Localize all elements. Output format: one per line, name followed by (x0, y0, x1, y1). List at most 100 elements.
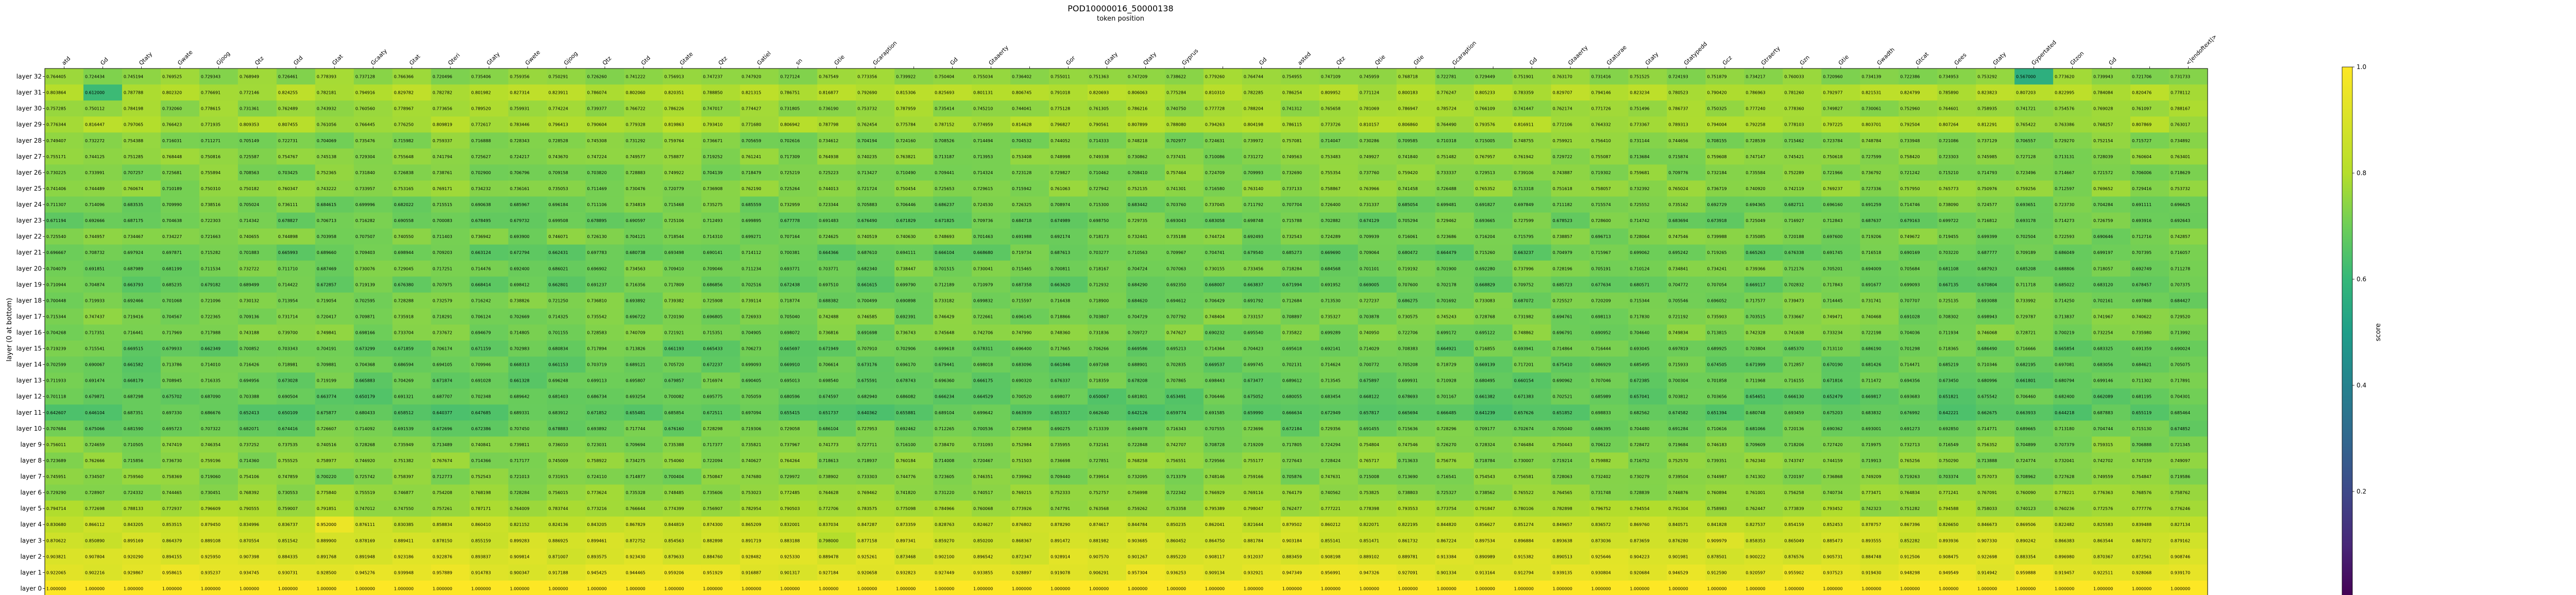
cell-value-label: 0.728583 (587, 331, 607, 335)
cell-value-label: 0.724289 (1321, 234, 1341, 239)
cell-value-label: 0.928482 (741, 554, 761, 559)
heatmap-cell (1551, 69, 1590, 85)
cell-value-label: 0.693498 (664, 250, 684, 255)
cell-value-label: 0.726260 (587, 75, 607, 79)
cell-value-label: 0.661846 (1050, 363, 1070, 367)
cell-value-label: 0.737672 (433, 331, 452, 335)
cell-value-label: 0.696160 (1823, 202, 1842, 207)
heatmap-cell (1899, 116, 1938, 133)
cell-value-label: 0.739962 (1012, 474, 1031, 479)
cell-value-label: 0.663933 (2016, 411, 2036, 415)
cell-value-label: 0.782285 (1244, 91, 1263, 95)
cell-value-label: 0.766366 (394, 75, 414, 79)
heatmap-cell (508, 116, 547, 133)
heatmap-cell (238, 148, 277, 165)
cell-value-label: 0.743222 (317, 186, 336, 191)
cell-value-label: 0.741721 (2016, 107, 2036, 111)
cell-value-label: 0.832001 (780, 522, 800, 527)
cell-value-label: 0.700082 (664, 395, 684, 399)
cell-value-label: 1.000000 (2055, 586, 2074, 591)
heatmap-cell (585, 84, 624, 101)
cell-value-label: 0.730132 (240, 298, 259, 303)
cell-value-label: 0.674852 (2171, 427, 2190, 431)
heatmap-cell (238, 116, 277, 133)
cell-value-label: 0.713427 (857, 171, 877, 175)
cell-value-label: 0.729722 (1553, 155, 1572, 159)
cell-value-label: 0.821315 (741, 91, 761, 95)
cell-value-label: 0.740519 (857, 234, 877, 239)
cell-value-label: 0.792977 (1823, 91, 1842, 95)
cell-value-label: 0.714877 (625, 474, 645, 479)
cell-value-label: 0.689642 (510, 395, 530, 399)
cell-value-label: 0.870622 (46, 538, 66, 543)
cell-value-label: 0.697924 (124, 250, 143, 255)
cell-value-label: 0.760347 (278, 186, 298, 191)
heatmap-cell (547, 148, 586, 165)
cell-value-label: 0.736010 (549, 443, 568, 447)
cell-value-label: 0.678523 (1553, 218, 1572, 223)
heatmap-cell (1396, 132, 1436, 149)
cell-value-label: 0.727851 (1089, 458, 1109, 463)
cell-value-label: 0.925950 (201, 554, 221, 559)
cell-value-label: 0.674129 (1360, 218, 1379, 223)
cell-value-label: 0.698833 (1591, 411, 1611, 415)
cell-value-label: 0.741820 (896, 490, 916, 495)
heatmap-cell (1242, 132, 1281, 149)
x-tick-label: Gtaty (1992, 50, 2008, 66)
cell-value-label: 0.683454 (1321, 395, 1341, 399)
cell-value-label: 0.693254 (625, 395, 645, 399)
cell-value-label: 0.687090 (201, 395, 221, 399)
cell-value-label: 0.735955 (1050, 443, 1070, 447)
cell-value-label: 0.945276 (355, 570, 375, 575)
cell-value-label: 0.692280 (1476, 266, 1495, 271)
heatmap-cell (933, 132, 972, 149)
cell-value-label: 0.794554 (1630, 506, 1650, 511)
cell-value-label: 0.744489 (85, 186, 105, 191)
cell-value-label: 0.686190 (1861, 347, 1881, 351)
cell-value-label: 0.753165 (394, 186, 414, 191)
y-tick-label: layer 13 (16, 377, 42, 384)
cell-value-label: 0.709776 (1669, 171, 1688, 175)
cell-value-label: 0.691585 (1205, 411, 1225, 415)
heatmap-cell (83, 69, 123, 85)
cell-value-label: 0.741447 (1514, 107, 1534, 111)
cell-value-label: 0.688806 (2055, 266, 2074, 271)
cell-value-label: 0.853515 (162, 522, 182, 527)
cell-value-label: 0.716441 (124, 331, 143, 335)
cell-value-label: 0.741773 (819, 443, 838, 447)
cell-value-label: 0.690169 (1900, 250, 1920, 255)
cell-value-label: 0.657041 (1630, 395, 1650, 399)
cell-value-label: 0.691359 (2132, 347, 2151, 351)
cell-value-label: 0.717309 (780, 155, 800, 159)
cell-value-label: 0.716518 (1861, 250, 1881, 255)
cell-value-label: 0.747437 (85, 314, 105, 319)
cell-value-label: 0.830680 (46, 522, 66, 527)
cell-value-label: 0.730862 (1128, 155, 1147, 159)
cell-value-label: 0.700304 (1669, 379, 1688, 383)
cell-value-label: 0.723696 (1244, 427, 1263, 431)
cell-value-label: 0.768949 (240, 75, 259, 79)
cell-value-label: 0.669586 (1128, 347, 1147, 351)
cell-value-label: 0.762666 (85, 458, 105, 463)
cell-value-label: 0.668007 (1205, 282, 1225, 287)
cell-value-label: 0.728472 (1630, 443, 1650, 447)
cell-value-label: 0.744987 (1707, 474, 1726, 479)
cell-value-label: 0.707322 (201, 427, 221, 431)
heatmap-cell (2130, 84, 2170, 101)
cell-value-label: 0.733667 (1784, 314, 1804, 319)
heatmap-cell (2130, 69, 2170, 85)
cell-value-label: 0.709403 (355, 250, 375, 255)
cell-value-label: 0.732254 (2093, 331, 2113, 335)
cell-value-label: 0.745009 (549, 458, 568, 463)
cell-value-label: 0.729972 (780, 474, 800, 479)
cell-value-label: 0.738826 (510, 298, 530, 303)
cell-value-label: 0.734953 (1939, 75, 1958, 79)
cell-value-label: 0.947349 (1282, 570, 1302, 575)
cell-value-label: 0.707257 (124, 171, 143, 175)
cell-value-label: 0.738516 (201, 202, 221, 207)
cell-value-label: 0.750443 (1553, 443, 1572, 447)
cell-value-label: 0.746429 (935, 314, 954, 319)
cell-value-label: 0.867072 (2132, 538, 2151, 543)
cell-value-label: 0.691952 (1321, 282, 1341, 287)
cell-value-label: 0.693088 (1977, 298, 1997, 303)
